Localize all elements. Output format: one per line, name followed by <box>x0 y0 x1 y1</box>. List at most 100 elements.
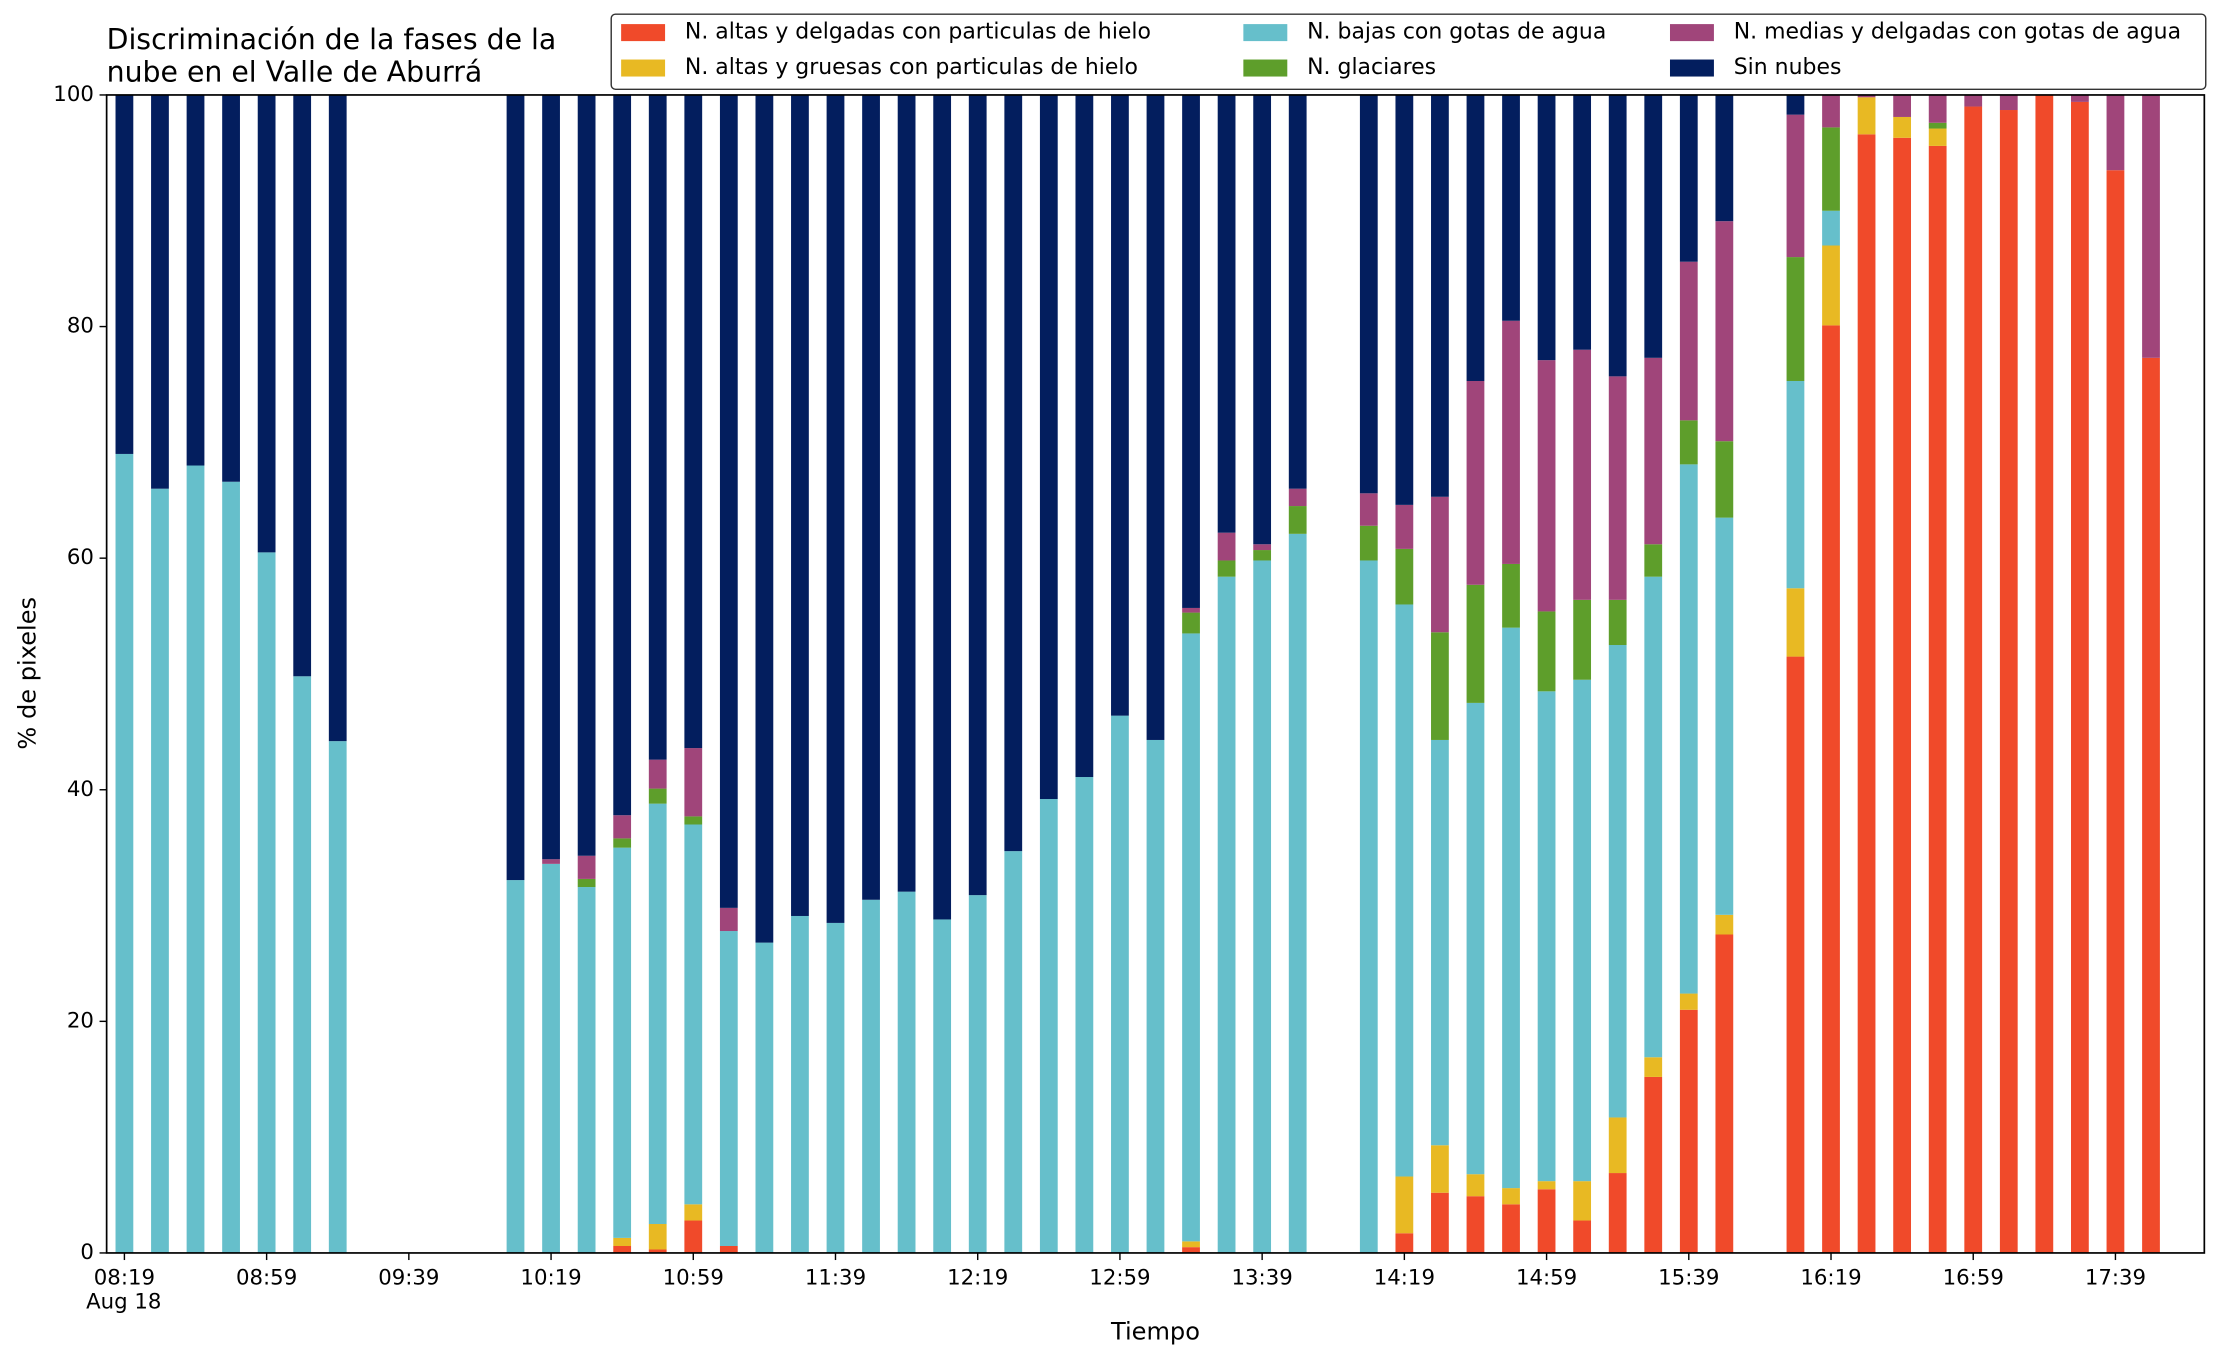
bar-segment <box>1182 612 1200 634</box>
bar-segment <box>1644 544 1663 577</box>
bar-segment <box>1999 94 2018 111</box>
bar-segment <box>1537 691 1556 1182</box>
bar-segment <box>1679 993 1698 1010</box>
bar-segment <box>2142 94 2160 358</box>
bar-segment <box>613 847 632 1238</box>
bar-segment <box>1466 94 1485 381</box>
bar-segment <box>1431 1192 1449 1253</box>
bar-segment <box>1395 604 1414 1177</box>
bar-segment <box>1217 532 1236 561</box>
bar-segment <box>1502 1204 1520 1253</box>
bar-segment <box>684 94 703 749</box>
bar-segment <box>613 815 632 839</box>
bar-segment <box>1679 420 1698 465</box>
legend-swatch <box>1243 59 1288 77</box>
bar-segment <box>1431 1145 1449 1193</box>
x-tick-label: 17:39 <box>2085 1265 2146 1290</box>
legend-label: N. altas y delgadas con particulas de hi… <box>685 20 1151 45</box>
bar-segment <box>1928 128 1947 146</box>
bar-segment <box>1359 94 1378 494</box>
legend-swatch <box>1243 24 1288 42</box>
bar-segment <box>1466 1174 1485 1197</box>
bar-segment <box>577 94 596 856</box>
bar-segment <box>1359 560 1378 1253</box>
bar-segment <box>1431 632 1449 740</box>
bar-segment <box>1822 325 1840 1253</box>
bar-segment <box>1573 94 1592 350</box>
bar-segment <box>1573 1220 1592 1253</box>
bar-segment <box>1502 563 1520 628</box>
bar-segment <box>1431 94 1449 497</box>
bar-segment <box>2035 94 2054 1253</box>
bar-segment <box>1502 320 1520 564</box>
bar-segment <box>1537 1181 1556 1190</box>
bar-segment <box>1679 94 1698 262</box>
legend-label: N. bajas con gotas de agua <box>1307 20 1606 45</box>
bar-segment <box>186 465 205 1253</box>
bar-segment <box>1395 504 1414 549</box>
bar-segment <box>1644 576 1663 1058</box>
bar-segment <box>1822 245 1840 326</box>
bar-segment <box>968 94 987 896</box>
bar-segment <box>1039 799 1058 1253</box>
bar-segment <box>791 94 809 916</box>
bar-segment <box>328 741 347 1253</box>
bar-segment <box>719 907 738 932</box>
bar-segment <box>1537 94 1556 361</box>
legend-box <box>610 13 2207 91</box>
bar-segment <box>1182 633 1200 1242</box>
bar-segment <box>577 855 596 879</box>
bar-segment <box>1822 94 1840 128</box>
bar-segment <box>1786 257 1805 381</box>
bar-segment <box>1537 1189 1556 1253</box>
legend-swatch <box>621 59 666 77</box>
bar-segment <box>1217 94 1236 533</box>
bar-segment <box>1644 1076 1663 1253</box>
bar-segment <box>613 94 632 816</box>
bar-segment <box>1253 560 1272 1253</box>
bar-segment <box>115 94 134 454</box>
y-tick-label: 40 <box>67 777 94 802</box>
bar-segment <box>1537 360 1556 612</box>
bar-segment <box>719 931 738 1247</box>
bar-segment <box>1999 110 2018 1253</box>
x-date-label: Aug 18 <box>86 1290 161 1315</box>
bar-segment <box>1466 584 1485 703</box>
x-tick-label: 14:59 <box>1516 1265 1577 1290</box>
bar-segment <box>933 919 952 1253</box>
bar-segment <box>1217 560 1236 577</box>
bar-segment <box>293 94 312 677</box>
bar-segment <box>1395 1233 1414 1253</box>
bar-segment <box>684 1220 703 1253</box>
bar-segment <box>1822 127 1840 211</box>
x-tick-label: 16:19 <box>1800 1265 1861 1290</box>
x-tick-label: 14:19 <box>1374 1265 1435 1290</box>
bar-segment <box>293 676 312 1253</box>
bar-segment <box>1288 488 1307 507</box>
bar-segment <box>1644 94 1663 358</box>
bar-segment <box>1502 1188 1520 1205</box>
bar-segment <box>1715 934 1734 1253</box>
bar-segment <box>1182 94 1200 608</box>
legend-swatch <box>1669 24 1714 42</box>
x-tick-label: 08:59 <box>236 1265 297 1290</box>
y-tick-label: 100 <box>53 82 94 107</box>
bar-segment <box>1395 1176 1414 1234</box>
bar-segment <box>613 838 632 848</box>
bar-segment <box>222 481 240 1253</box>
bar-segment <box>1395 548 1414 605</box>
bar-segment <box>1857 134 1876 1253</box>
bar-segment <box>826 94 845 923</box>
bar-segment <box>2142 357 2160 1253</box>
x-tick-label: 10:19 <box>520 1265 581 1290</box>
bar-segment <box>1679 464 1698 994</box>
legend-label: Sin nubes <box>1734 55 1842 80</box>
bar-segment <box>1857 97 1876 135</box>
bar-segment <box>1288 94 1307 489</box>
bar-segment <box>1964 94 1983 107</box>
bar-segment <box>1679 1009 1698 1253</box>
bar-segment <box>1715 517 1734 915</box>
x-tick-label: 15:39 <box>1658 1265 1719 1290</box>
bar-segment <box>968 895 987 1253</box>
bar-segment <box>1182 1247 1200 1253</box>
